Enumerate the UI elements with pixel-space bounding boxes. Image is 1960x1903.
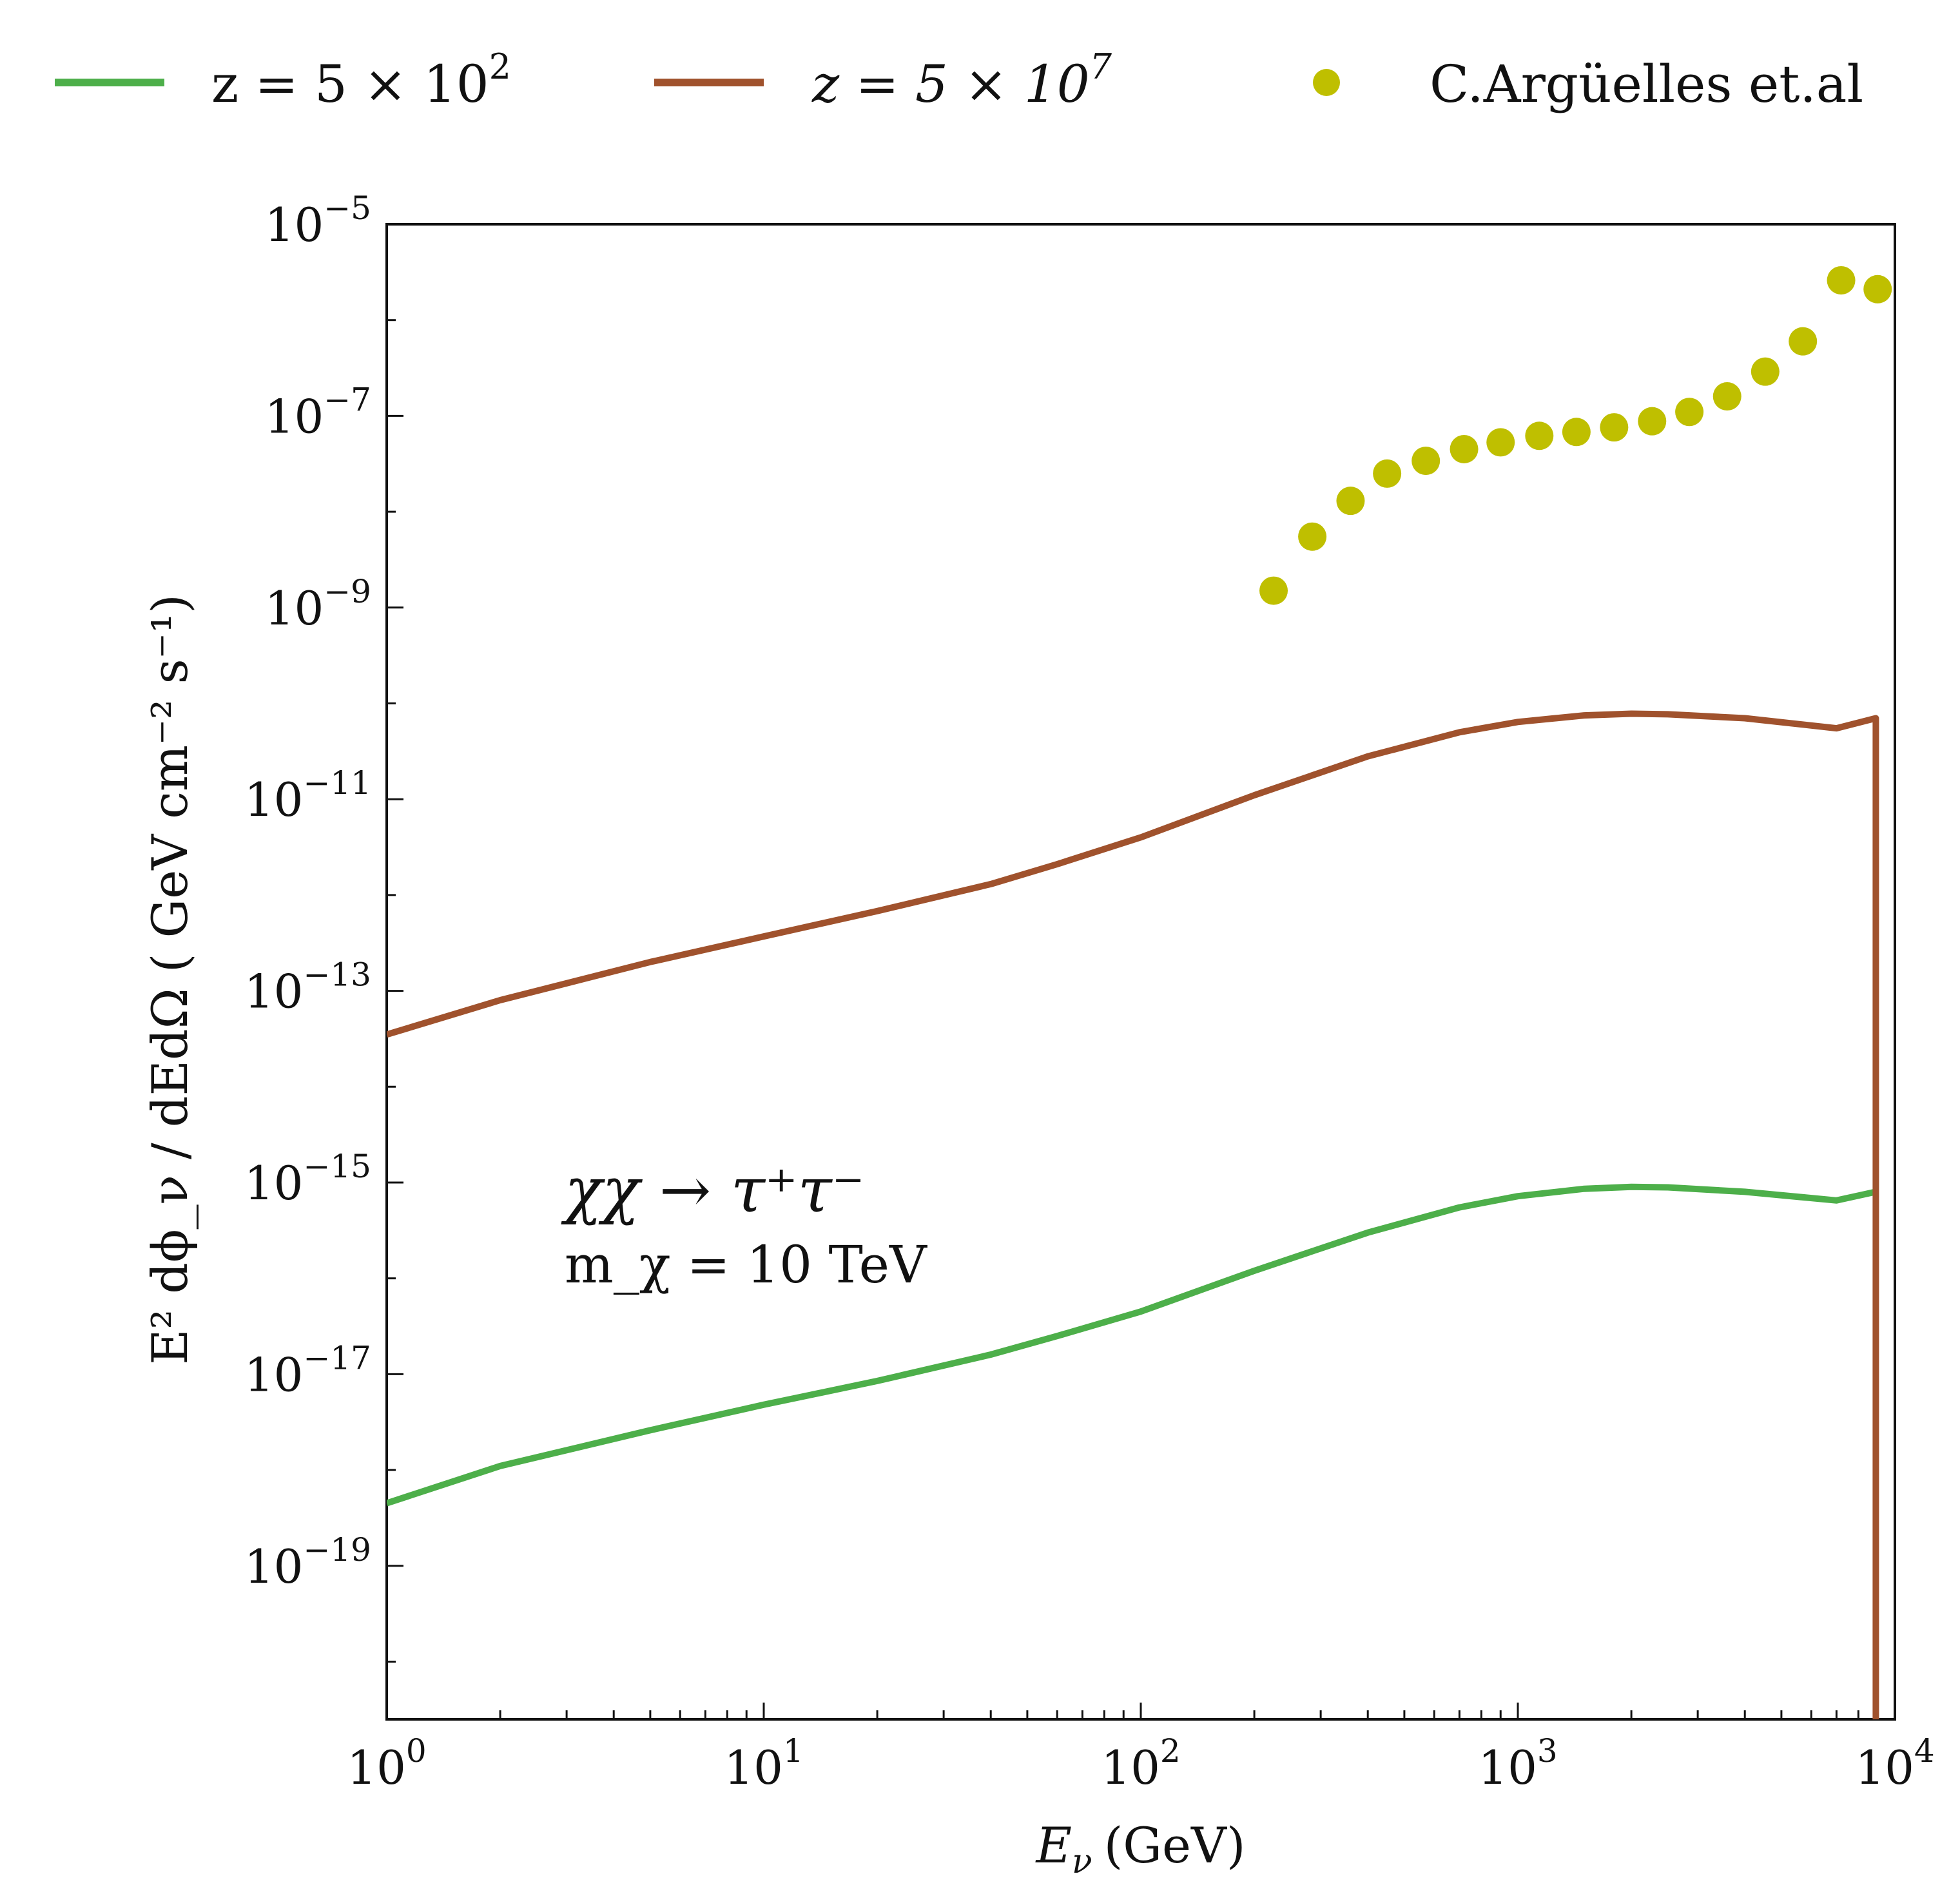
- data-point: [1827, 266, 1856, 295]
- data-point: [1863, 275, 1892, 304]
- series-layer: [387, 266, 1892, 1719]
- annotation-mass: m_χ = 10 TeV: [565, 1235, 927, 1295]
- axis-tick-labels: 100 101 102 103 104 10−5 10−7 10−9 10−11 10−13 10−…: [244, 189, 1935, 1795]
- data-point: [1450, 434, 1479, 463]
- legend: z = 5 × 102 z = 5 × 107 C.Argüelles et.a…: [55, 46, 1863, 114]
- annotation-process: χχ → τ⁺τ⁻: [561, 1154, 864, 1226]
- data-point: [1789, 327, 1818, 356]
- data-point: [1751, 357, 1780, 386]
- legend-label-z-5e2: z = 5 × 102: [211, 46, 511, 114]
- data-point: [1373, 459, 1402, 488]
- y-tick-label: 10−11: [244, 764, 371, 827]
- data-point: [1675, 398, 1704, 427]
- legend-swatch-arguelles: [1313, 69, 1340, 96]
- x-axis-label: Eν (GeV): [1035, 1817, 1246, 1881]
- data-point: [1600, 413, 1629, 442]
- data-point: [1486, 428, 1515, 457]
- y-axis-label: E² dϕ_ν / dEdΩ ( GeV cm⁻² s⁻¹): [141, 594, 199, 1365]
- y-tick-label: 10−15: [244, 1148, 371, 1210]
- legend-label-z-5e7: z = 5 × 107: [811, 46, 1112, 114]
- data-point: [1562, 418, 1591, 447]
- x-tick-label: 101: [724, 1732, 803, 1795]
- y-tick-label: 10−13: [244, 956, 371, 1019]
- data-point: [1638, 407, 1667, 436]
- x-tick-label: 103: [1478, 1732, 1557, 1795]
- series-line-1: [387, 710, 1879, 1719]
- x-tick-label: 104: [1855, 1732, 1934, 1795]
- data-point: [1525, 421, 1554, 450]
- data-point: [1298, 522, 1327, 551]
- x-tick-label: 100: [347, 1732, 426, 1795]
- data-point: [1259, 576, 1288, 605]
- y-tick-label: 10−5: [265, 189, 371, 252]
- series-line-0: [387, 1183, 1877, 1507]
- x-tick-label: 102: [1101, 1732, 1180, 1795]
- data-point: [1412, 447, 1441, 476]
- data-point: [1336, 487, 1365, 516]
- legend-label-arguelles: C.Argüelles et.al: [1430, 54, 1863, 114]
- y-tick-label: 10−19: [244, 1531, 371, 1594]
- y-tick-label: 10−17: [244, 1339, 371, 1402]
- y-tick-label: 10−7: [265, 381, 371, 443]
- y-tick-label: 10−9: [265, 573, 371, 635]
- data-point: [1713, 382, 1742, 411]
